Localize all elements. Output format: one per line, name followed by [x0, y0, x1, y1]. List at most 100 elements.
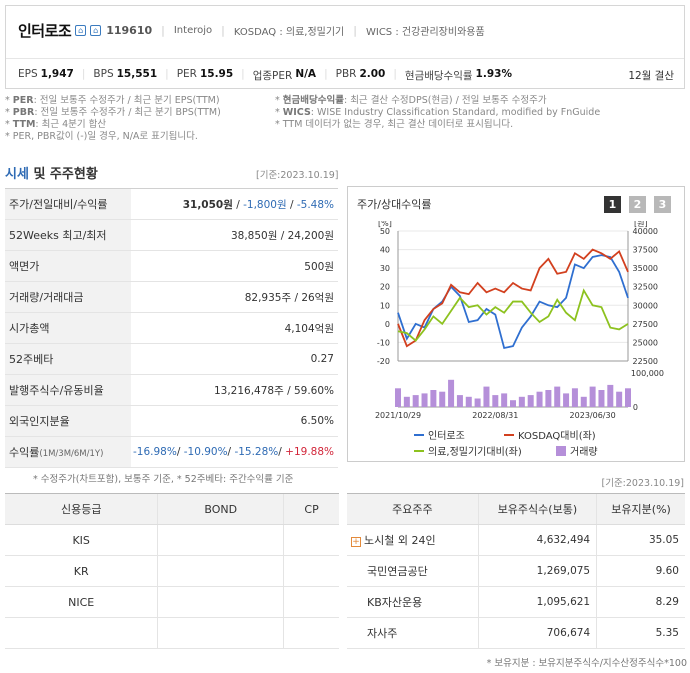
building-icon[interactable]: ⌂ [75, 25, 87, 36]
x-tick-label: 2023/06/30 [570, 411, 616, 420]
divider: | [324, 68, 328, 80]
metrics-bar: EPS 1,947 | BPS 15,551 | PER 15.95 | 업종PER N/A | PBR… [6, 58, 684, 88]
right-axis-unit: [원] [634, 221, 648, 228]
metric-value: N/A [295, 68, 317, 80]
reference-date-right: [기준:2023.10.19] [601, 478, 685, 489]
y-tick-label-right: 35000 [633, 264, 658, 273]
english-name: Interojo [173, 25, 213, 36]
table-header-row: 신용등급 BOND CP [5, 493, 339, 525]
y-tick-label-right: 22500 [633, 357, 658, 366]
column-header: 보유지분(%) [596, 493, 685, 525]
holder-percent: 9.60 [596, 555, 685, 587]
metric-value: 2.00 [359, 68, 386, 80]
metric-label: PER [176, 68, 197, 80]
note-line: * TTM: 최근 4분기 합산 [5, 119, 107, 130]
metric-label: EPS [18, 68, 38, 80]
holder-shares: 1,095,621 [477, 586, 597, 618]
volume-bar [403, 396, 410, 407]
holder-percent: 35.05 [596, 524, 685, 556]
price-stats-table: 주가/전일대비/수익률 31,050원 / -1,800원 / -5.48% 5… [5, 188, 338, 468]
wics-info: WICS : 건강관리장비와용품 [365, 27, 485, 38]
chart-title: 주가/상대수익률 [357, 198, 432, 211]
column-header: 보유주식수(보통) [477, 493, 597, 525]
table-row: 수익률(1M/3M/6M/1Y) -16.98%/ -10.90%/ -15.28… [5, 436, 338, 468]
note-line: * PBR: 전일 보통주 수정주가 / 최근 분기 BPS(TTM) [5, 107, 221, 118]
volume-bar [563, 393, 570, 407]
y-tick-label-left: 40 [380, 246, 390, 255]
stat-label: 주가/전일대비/수익률 [5, 188, 131, 220]
return-value: +19.88% [285, 446, 334, 458]
stat-label: 수익률(1M/3M/6M/1Y) [5, 436, 131, 468]
volume-tick-label: 100,000 [631, 369, 664, 378]
volume-bar [421, 393, 428, 407]
metrics-row: EPS 1,947 | BPS 15,551 | PER 15.95 | 업종PER N/A | PBR… [18, 68, 512, 83]
volume-bar [430, 390, 437, 407]
stat-value: 4,104억원 [131, 312, 338, 344]
company-name: 인터로조 [18, 22, 72, 40]
settlement-label: 12월 결산 [628, 70, 674, 82]
divider: | [221, 24, 225, 37]
note-key: PER [12, 95, 34, 106]
metric-value: 15,551 [116, 68, 158, 80]
notes-left: * PER: 전일 보통주 수정주가 / 최근 분기 EPS(TTM) * PBR… [5, 95, 221, 143]
y-tick-label-right: 27500 [633, 320, 658, 329]
table-row: 52Weeks 최고/최저 38,850원 / 24,200원 [5, 219, 338, 251]
stat-label: 액면가 [5, 250, 131, 282]
table-row: 시가총액 4,104억원 [5, 312, 338, 344]
table-cell [283, 586, 339, 618]
stat-value: 31,050원 / -1,800원 / -5.48% [131, 188, 338, 220]
volume-tick-label: 0 [633, 403, 638, 412]
table-cell [157, 617, 284, 649]
table-row: 주가/전일대비/수익률 31,050원 / -1,800원 / -5.48% [5, 188, 338, 220]
column-header: CP [283, 493, 339, 525]
note-key: PBR [12, 107, 35, 118]
note-text: : 최근 결산 수정DPS(현금) / 전일 보통주 수정주가 [343, 95, 547, 106]
volume-bar [439, 391, 446, 407]
return-value: -15.28% [234, 446, 279, 458]
volume-bar [501, 393, 508, 407]
volume-bar [571, 388, 578, 407]
volume-bar [518, 396, 525, 407]
volume-bar [554, 386, 561, 407]
holder-name-cell: 국민연금공단 [347, 555, 479, 587]
stat-value: 500원 [131, 250, 338, 282]
volume-bar [598, 390, 605, 407]
chart-page-button-3[interactable]: 3 [654, 196, 671, 213]
metric-label: PBR [335, 68, 357, 80]
volume-bar [412, 395, 419, 407]
holder-shares: 1,269,075 [477, 555, 597, 587]
volume-bar [483, 386, 490, 407]
stat-value: 6.50% [131, 405, 338, 437]
holder-name: KB자산운용 [367, 596, 423, 609]
table-row: 국민연금공단 1,269,075 9.60 [347, 555, 685, 587]
metric-value: 1.93% [475, 68, 512, 80]
table-row: KIS [5, 524, 339, 556]
table-header-row: 주요주주 보유주식수(보통) 보유지분(%) [347, 493, 685, 525]
holder-percent: 8.29 [596, 586, 685, 618]
note-line: * TTM 데이터가 없는 경우, 최근 결산 데이터로 표시됩니다. [275, 119, 514, 130]
notes-right: * 현금배당수익률: 최근 결산 수정DPS(현금) / 전일 보통주 수정주가… [275, 95, 600, 131]
note-key: TTM [12, 119, 36, 130]
metric-label: 현금배당수익률 [404, 70, 473, 82]
stat-value: -16.98%/ -10.90%/ -15.28%/ +19.88% [131, 436, 338, 468]
expand-icon[interactable]: + [351, 537, 361, 547]
company-header: 인터로조 ⌂ ⌂ 119610 | Interojo | KOSDAQ : 의료… [5, 5, 685, 89]
return-value: -10.90% [183, 446, 228, 458]
y-tick-label-left: 30 [380, 264, 390, 273]
y-tick-label-right: 40000 [633, 227, 658, 236]
volume-bar [545, 390, 552, 407]
note-text: : 전일 보통주 수정주가 / 최근 분기 EPS(TTM) [33, 95, 220, 106]
chart-page-button-1[interactable]: 1 [604, 196, 621, 213]
volume-bar [580, 396, 587, 407]
volume-bar [625, 388, 631, 407]
divider: | [241, 68, 245, 80]
return-value: -16.98% [133, 446, 177, 458]
table-row: 거래량/거래대금 82,935주 / 26억원 [5, 281, 338, 313]
y-tick-label-right: 32500 [633, 283, 658, 292]
table-cell: KR [5, 555, 158, 587]
volume-bar [474, 398, 481, 407]
volume-bar [465, 396, 472, 407]
building-icon[interactable]: ⌂ [90, 25, 102, 36]
legend-label: KOSDAQ대비(좌) [518, 430, 596, 442]
chart-page-button-2[interactable]: 2 [629, 196, 646, 213]
